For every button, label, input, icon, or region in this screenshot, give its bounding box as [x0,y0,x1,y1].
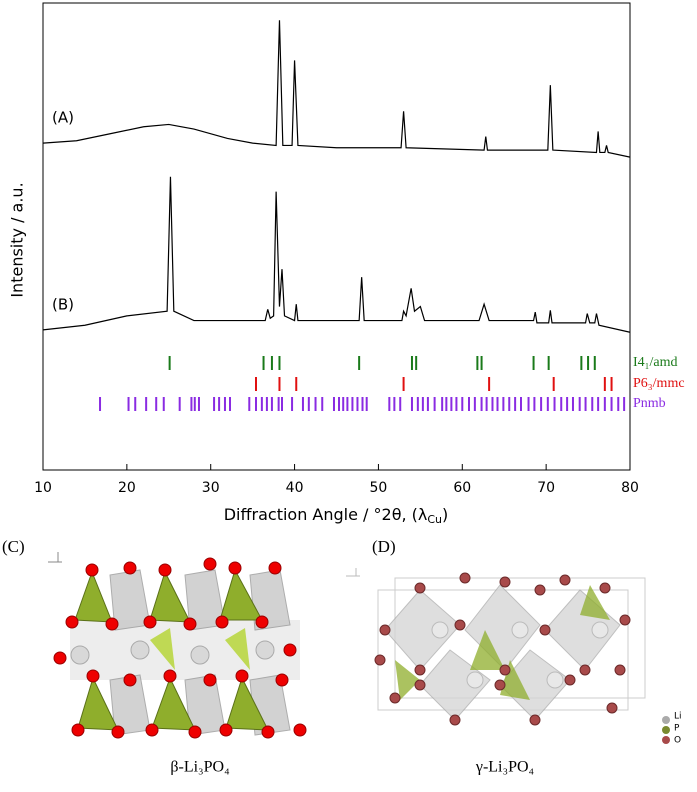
legend-label: P [674,724,680,734]
structure-caption: γ-Li₃PO₄ [475,759,535,776]
phase-label: I4₁/amd [633,355,678,370]
trace-label: (A) [52,109,74,127]
x-tick-label: 70 [537,480,555,496]
legend-swatch [662,736,670,744]
panel-label: (D) [372,537,396,556]
structure-caption: β-Li₃PO₄ [170,759,230,776]
y-axis-label: Intensity / a.u. [8,182,27,297]
xrd-trace [42,176,631,333]
legend-swatch [662,726,670,734]
structures: (C) (D) [2,537,682,776]
trace-label: (B) [52,295,74,313]
beta-structure [53,557,307,739]
x-tick-label: 50 [370,480,388,496]
x-tick-label: 80 [621,480,639,496]
panel-label: (C) [2,537,25,556]
legend-swatch [662,716,670,724]
legend-label: O [674,736,681,746]
xrd-trace [42,20,631,158]
plot-frame [42,2,631,471]
legend-label: Li [674,712,682,722]
x-tick-label: 10 [34,480,52,496]
atom-legend: Li P O [662,712,682,746]
x-label-main: Diffraction Angle / °2θ, (λ [224,505,428,524]
x-tick-label: 30 [202,480,220,496]
axes-icon [48,552,62,563]
x-tick-label: 60 [453,480,471,496]
x-label-end: ) [442,505,448,524]
x-tick-label: 20 [118,480,136,496]
gamma-structure [374,572,646,726]
phase-label: P6₃/mmc [633,376,685,391]
x-axis-label: Diffraction Angle / °2θ, (λCu) [224,505,449,527]
x-label-sub: Cu [427,513,442,526]
phase-label: Pnmb [633,396,666,411]
chart: Intensity / a.u. Diffraction Angle / °2θ… [8,2,685,527]
x-tick-label: 40 [286,480,304,496]
axes-icon [346,568,360,577]
